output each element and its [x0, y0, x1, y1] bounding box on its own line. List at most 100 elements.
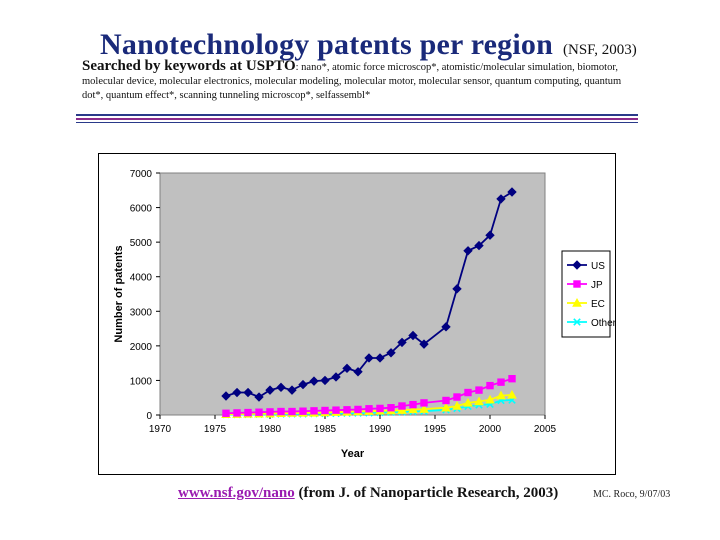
legend-marker-ec: [572, 297, 582, 307]
patents-line-chart: 0 1000 2000 3000 4000 5000 6000 7000 1970 1975 198…: [98, 153, 616, 475]
divider-line: [76, 118, 638, 120]
data-point-us: [452, 284, 462, 294]
data-point-us: [221, 391, 231, 401]
data-point-jp: [508, 375, 516, 383]
data-point-jp: [299, 407, 307, 415]
data-point-ec: [408, 404, 418, 414]
legend-label-ec: EC: [591, 299, 605, 310]
data-point-ec: [507, 389, 517, 399]
data-point-us: [342, 363, 352, 374]
data-point-jp: [310, 407, 318, 415]
data-point-jp: [343, 406, 351, 414]
x-tick-label: 1980: [259, 424, 282, 435]
data-point-jp: [233, 409, 241, 417]
y-tick-label: 1000: [130, 376, 153, 387]
data-point-us: [243, 387, 253, 398]
data-point-jp: [332, 406, 340, 414]
y-tick-label: 6000: [130, 204, 153, 215]
data-point-ec: [485, 394, 495, 404]
data-point-us: [507, 187, 517, 197]
data-point-jp: [398, 402, 406, 410]
data-point-ec: [441, 402, 451, 412]
data-point-jp: [497, 378, 505, 386]
data-point-us: [408, 330, 418, 341]
y-tick-label: 4000: [130, 273, 153, 284]
data-point-ec: [419, 404, 429, 413]
y-axis-title: Number of patents: [113, 245, 125, 342]
data-point-ec: [496, 390, 506, 400]
x-tick-label: 1975: [204, 424, 227, 435]
data-point-us: [386, 348, 396, 358]
footer-source: www.nsf.gov/nano (from J. of Nanoparticl…: [178, 485, 558, 502]
data-point-jp: [453, 393, 461, 401]
legend-marker-others-stroke: [573, 318, 581, 326]
slide-title: Nanotechnology patents per region (NSF, …: [100, 28, 637, 62]
x-tick-label: 1990: [369, 424, 392, 435]
data-point-us: [309, 376, 319, 386]
data-point-jp: [321, 406, 329, 415]
data-point-us: [419, 339, 429, 349]
data-point-us: [496, 194, 506, 204]
legend-marker-us: [572, 260, 582, 270]
search-description: Searched by keywords at USPTO: nano*, at…: [82, 58, 642, 102]
data-point-jp: [365, 405, 373, 413]
title-text: Nanotechnology patents per region: [100, 28, 553, 61]
y-tick-label: 7000: [130, 169, 153, 180]
title-source: (NSF, 2003): [563, 42, 637, 58]
search-prefix: Searched by keywords at USPTO: [82, 58, 296, 74]
data-point-us: [331, 372, 341, 382]
x-tick-label: 2000: [479, 424, 502, 435]
nsf-link[interactable]: www.nsf.gov/nano: [178, 485, 295, 501]
data-point-jp: [387, 404, 395, 412]
data-point-us: [298, 379, 308, 390]
divider-line: [76, 122, 638, 123]
x-tick-label: 2005: [534, 424, 557, 435]
data-point-ec: [452, 400, 462, 410]
data-point-ec: [397, 405, 407, 414]
data-point-us: [463, 246, 473, 256]
x-axis-title: Year: [341, 448, 365, 460]
data-point-jp: [277, 407, 285, 416]
data-point-us: [353, 367, 363, 377]
data-point-us: [474, 240, 484, 251]
data-point-us: [485, 230, 495, 240]
data-point-jp: [376, 404, 384, 413]
data-point-ec: [463, 397, 473, 407]
data-point-us: [441, 322, 451, 332]
data-point-jp: [442, 396, 450, 405]
data-point-jp: [409, 400, 417, 409]
data-point-us: [320, 375, 330, 386]
data-point-ec: [474, 396, 484, 406]
data-point-us: [265, 385, 275, 395]
legend-marker-others: [573, 318, 581, 326]
data-point-jp: [420, 399, 428, 407]
data-point-jp: [222, 409, 230, 417]
legend-label-jp: JP: [591, 280, 603, 291]
search-keywords: : nano*, atomic force microscop*, atomis…: [82, 62, 622, 101]
data-point-us: [254, 392, 264, 402]
data-point-jp: [244, 408, 252, 417]
footer-citation: (from J. of Nanoparticle Research, 2003): [294, 485, 559, 501]
data-point-jp: [486, 381, 494, 390]
y-tick-label: 2000: [130, 342, 153, 353]
data-point-us: [232, 387, 242, 398]
x-tick-label: 1970: [149, 424, 172, 435]
data-point-jp: [354, 405, 362, 414]
divider-line: [76, 114, 638, 116]
x-tick-label: 1985: [314, 424, 337, 435]
data-point-jp: [255, 408, 263, 416]
data-point-us: [364, 353, 374, 363]
author-credit: MC. Roco, 9/07/03: [593, 489, 671, 500]
legend-marker-jp: [573, 280, 581, 288]
data-point-jp: [266, 408, 274, 416]
data-point-jp: [464, 388, 472, 397]
plot-area: [159, 172, 546, 416]
data-point-jp: [288, 407, 296, 416]
legend-label-others: Others: [591, 318, 616, 329]
data-point-us: [397, 337, 407, 348]
data-point-us: [276, 382, 286, 393]
data-point-jp: [475, 386, 483, 394]
y-tick-label: 3000: [130, 307, 153, 318]
data-point-us: [375, 353, 385, 363]
y-tick-label: 5000: [130, 238, 153, 249]
